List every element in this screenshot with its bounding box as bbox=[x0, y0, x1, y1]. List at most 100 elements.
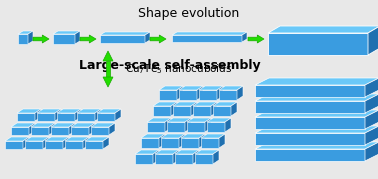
Polygon shape bbox=[207, 118, 231, 122]
Polygon shape bbox=[172, 35, 242, 42]
Polygon shape bbox=[255, 110, 378, 117]
Polygon shape bbox=[65, 141, 83, 149]
Polygon shape bbox=[197, 86, 203, 100]
Polygon shape bbox=[195, 154, 213, 164]
Polygon shape bbox=[103, 51, 113, 61]
Polygon shape bbox=[201, 134, 225, 138]
Polygon shape bbox=[155, 150, 179, 154]
Polygon shape bbox=[150, 35, 166, 43]
Polygon shape bbox=[75, 31, 80, 44]
Polygon shape bbox=[219, 134, 225, 148]
Polygon shape bbox=[255, 94, 378, 101]
Polygon shape bbox=[77, 109, 101, 113]
Polygon shape bbox=[11, 123, 35, 127]
Polygon shape bbox=[141, 134, 165, 138]
Polygon shape bbox=[33, 35, 49, 43]
Polygon shape bbox=[242, 32, 247, 42]
Polygon shape bbox=[109, 123, 115, 135]
Polygon shape bbox=[29, 123, 35, 135]
Polygon shape bbox=[167, 118, 191, 122]
Polygon shape bbox=[365, 142, 378, 161]
Polygon shape bbox=[103, 137, 109, 149]
Polygon shape bbox=[173, 106, 191, 116]
Polygon shape bbox=[65, 137, 89, 141]
Polygon shape bbox=[255, 133, 365, 145]
Polygon shape bbox=[11, 127, 29, 135]
Polygon shape bbox=[219, 86, 243, 90]
Text: Shape evolution: Shape evolution bbox=[138, 7, 240, 20]
Polygon shape bbox=[5, 141, 23, 149]
Polygon shape bbox=[167, 122, 185, 132]
Polygon shape bbox=[106, 61, 110, 77]
Polygon shape bbox=[185, 118, 191, 132]
Polygon shape bbox=[159, 134, 165, 148]
Polygon shape bbox=[201, 138, 219, 148]
Polygon shape bbox=[255, 117, 365, 129]
Polygon shape bbox=[213, 150, 219, 164]
Polygon shape bbox=[199, 90, 217, 100]
Polygon shape bbox=[171, 102, 177, 116]
Polygon shape bbox=[91, 127, 109, 135]
Polygon shape bbox=[159, 86, 183, 90]
Polygon shape bbox=[181, 138, 199, 148]
Polygon shape bbox=[31, 127, 49, 135]
Polygon shape bbox=[161, 134, 185, 138]
Polygon shape bbox=[255, 142, 378, 149]
Polygon shape bbox=[172, 32, 247, 35]
Polygon shape bbox=[175, 150, 199, 154]
Polygon shape bbox=[43, 137, 49, 149]
Polygon shape bbox=[179, 86, 203, 90]
Polygon shape bbox=[89, 123, 95, 135]
Polygon shape bbox=[153, 102, 177, 106]
Polygon shape bbox=[153, 150, 159, 164]
Polygon shape bbox=[173, 102, 197, 106]
Polygon shape bbox=[45, 141, 63, 149]
Polygon shape bbox=[18, 31, 33, 34]
Polygon shape bbox=[365, 78, 378, 97]
Polygon shape bbox=[18, 34, 28, 44]
Polygon shape bbox=[55, 109, 61, 121]
Polygon shape bbox=[100, 35, 145, 43]
Polygon shape bbox=[53, 34, 75, 44]
Polygon shape bbox=[91, 123, 115, 127]
Polygon shape bbox=[365, 94, 378, 113]
Polygon shape bbox=[181, 134, 205, 138]
Polygon shape bbox=[237, 86, 243, 100]
Polygon shape bbox=[37, 109, 61, 113]
Polygon shape bbox=[49, 123, 55, 135]
Polygon shape bbox=[71, 123, 95, 127]
Polygon shape bbox=[97, 113, 115, 121]
Polygon shape bbox=[37, 113, 55, 121]
Polygon shape bbox=[217, 86, 223, 100]
Polygon shape bbox=[187, 122, 205, 132]
Polygon shape bbox=[28, 31, 33, 44]
Polygon shape bbox=[31, 123, 55, 127]
Polygon shape bbox=[268, 26, 378, 33]
Polygon shape bbox=[159, 90, 177, 100]
Polygon shape bbox=[255, 149, 365, 161]
Polygon shape bbox=[255, 85, 365, 97]
Polygon shape bbox=[268, 33, 368, 55]
Polygon shape bbox=[199, 86, 223, 90]
Polygon shape bbox=[83, 137, 89, 149]
Polygon shape bbox=[53, 31, 80, 34]
Polygon shape bbox=[145, 32, 150, 43]
Polygon shape bbox=[77, 113, 95, 121]
Polygon shape bbox=[135, 150, 159, 154]
Polygon shape bbox=[231, 102, 237, 116]
Polygon shape bbox=[17, 113, 35, 121]
Polygon shape bbox=[177, 86, 183, 100]
Polygon shape bbox=[211, 102, 217, 116]
Polygon shape bbox=[255, 78, 378, 85]
Polygon shape bbox=[165, 118, 171, 132]
Polygon shape bbox=[141, 138, 159, 148]
Polygon shape bbox=[187, 118, 211, 122]
Polygon shape bbox=[147, 122, 165, 132]
Polygon shape bbox=[195, 150, 219, 154]
Polygon shape bbox=[100, 32, 150, 35]
Polygon shape bbox=[255, 126, 378, 133]
Polygon shape bbox=[57, 109, 81, 113]
Polygon shape bbox=[213, 102, 237, 106]
Polygon shape bbox=[205, 118, 211, 132]
Polygon shape bbox=[5, 137, 29, 141]
